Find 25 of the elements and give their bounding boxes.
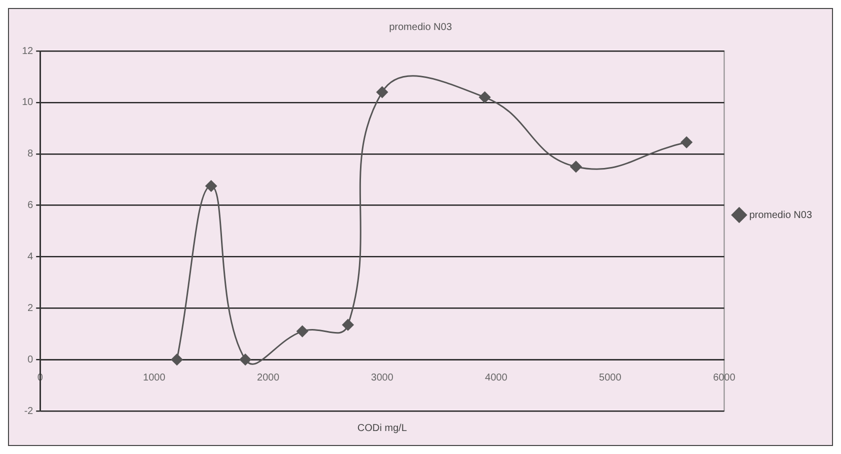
y-tick-label: 10	[22, 97, 34, 108]
point	[240, 354, 252, 366]
x-tick-label: 2000	[257, 372, 280, 384]
point	[479, 92, 491, 104]
y-tick-label: 2	[28, 302, 34, 314]
x-tick-label: 4000	[485, 372, 508, 384]
y-tick-label: 6	[28, 200, 34, 212]
y-tick-label: 8	[28, 148, 34, 160]
x-axis-title: CODi mg/L	[357, 422, 408, 434]
y-tick-label: -2	[24, 406, 34, 417]
y-tick-label: 0	[28, 354, 34, 366]
chart-title: promedio N03	[389, 22, 452, 33]
point	[171, 354, 183, 366]
point	[296, 326, 308, 338]
point	[342, 319, 354, 331]
point	[205, 180, 217, 192]
point	[680, 136, 692, 148]
y-tick-label: 4	[28, 251, 34, 262]
x-tick-label: 1000	[143, 372, 166, 384]
y-tick-label: 12	[22, 46, 34, 57]
x-tick-label: 5000	[599, 372, 622, 384]
x-tick-label: 3000	[371, 372, 394, 384]
point	[376, 86, 388, 98]
point	[570, 160, 582, 172]
legend-label: promedio N03	[749, 210, 812, 221]
